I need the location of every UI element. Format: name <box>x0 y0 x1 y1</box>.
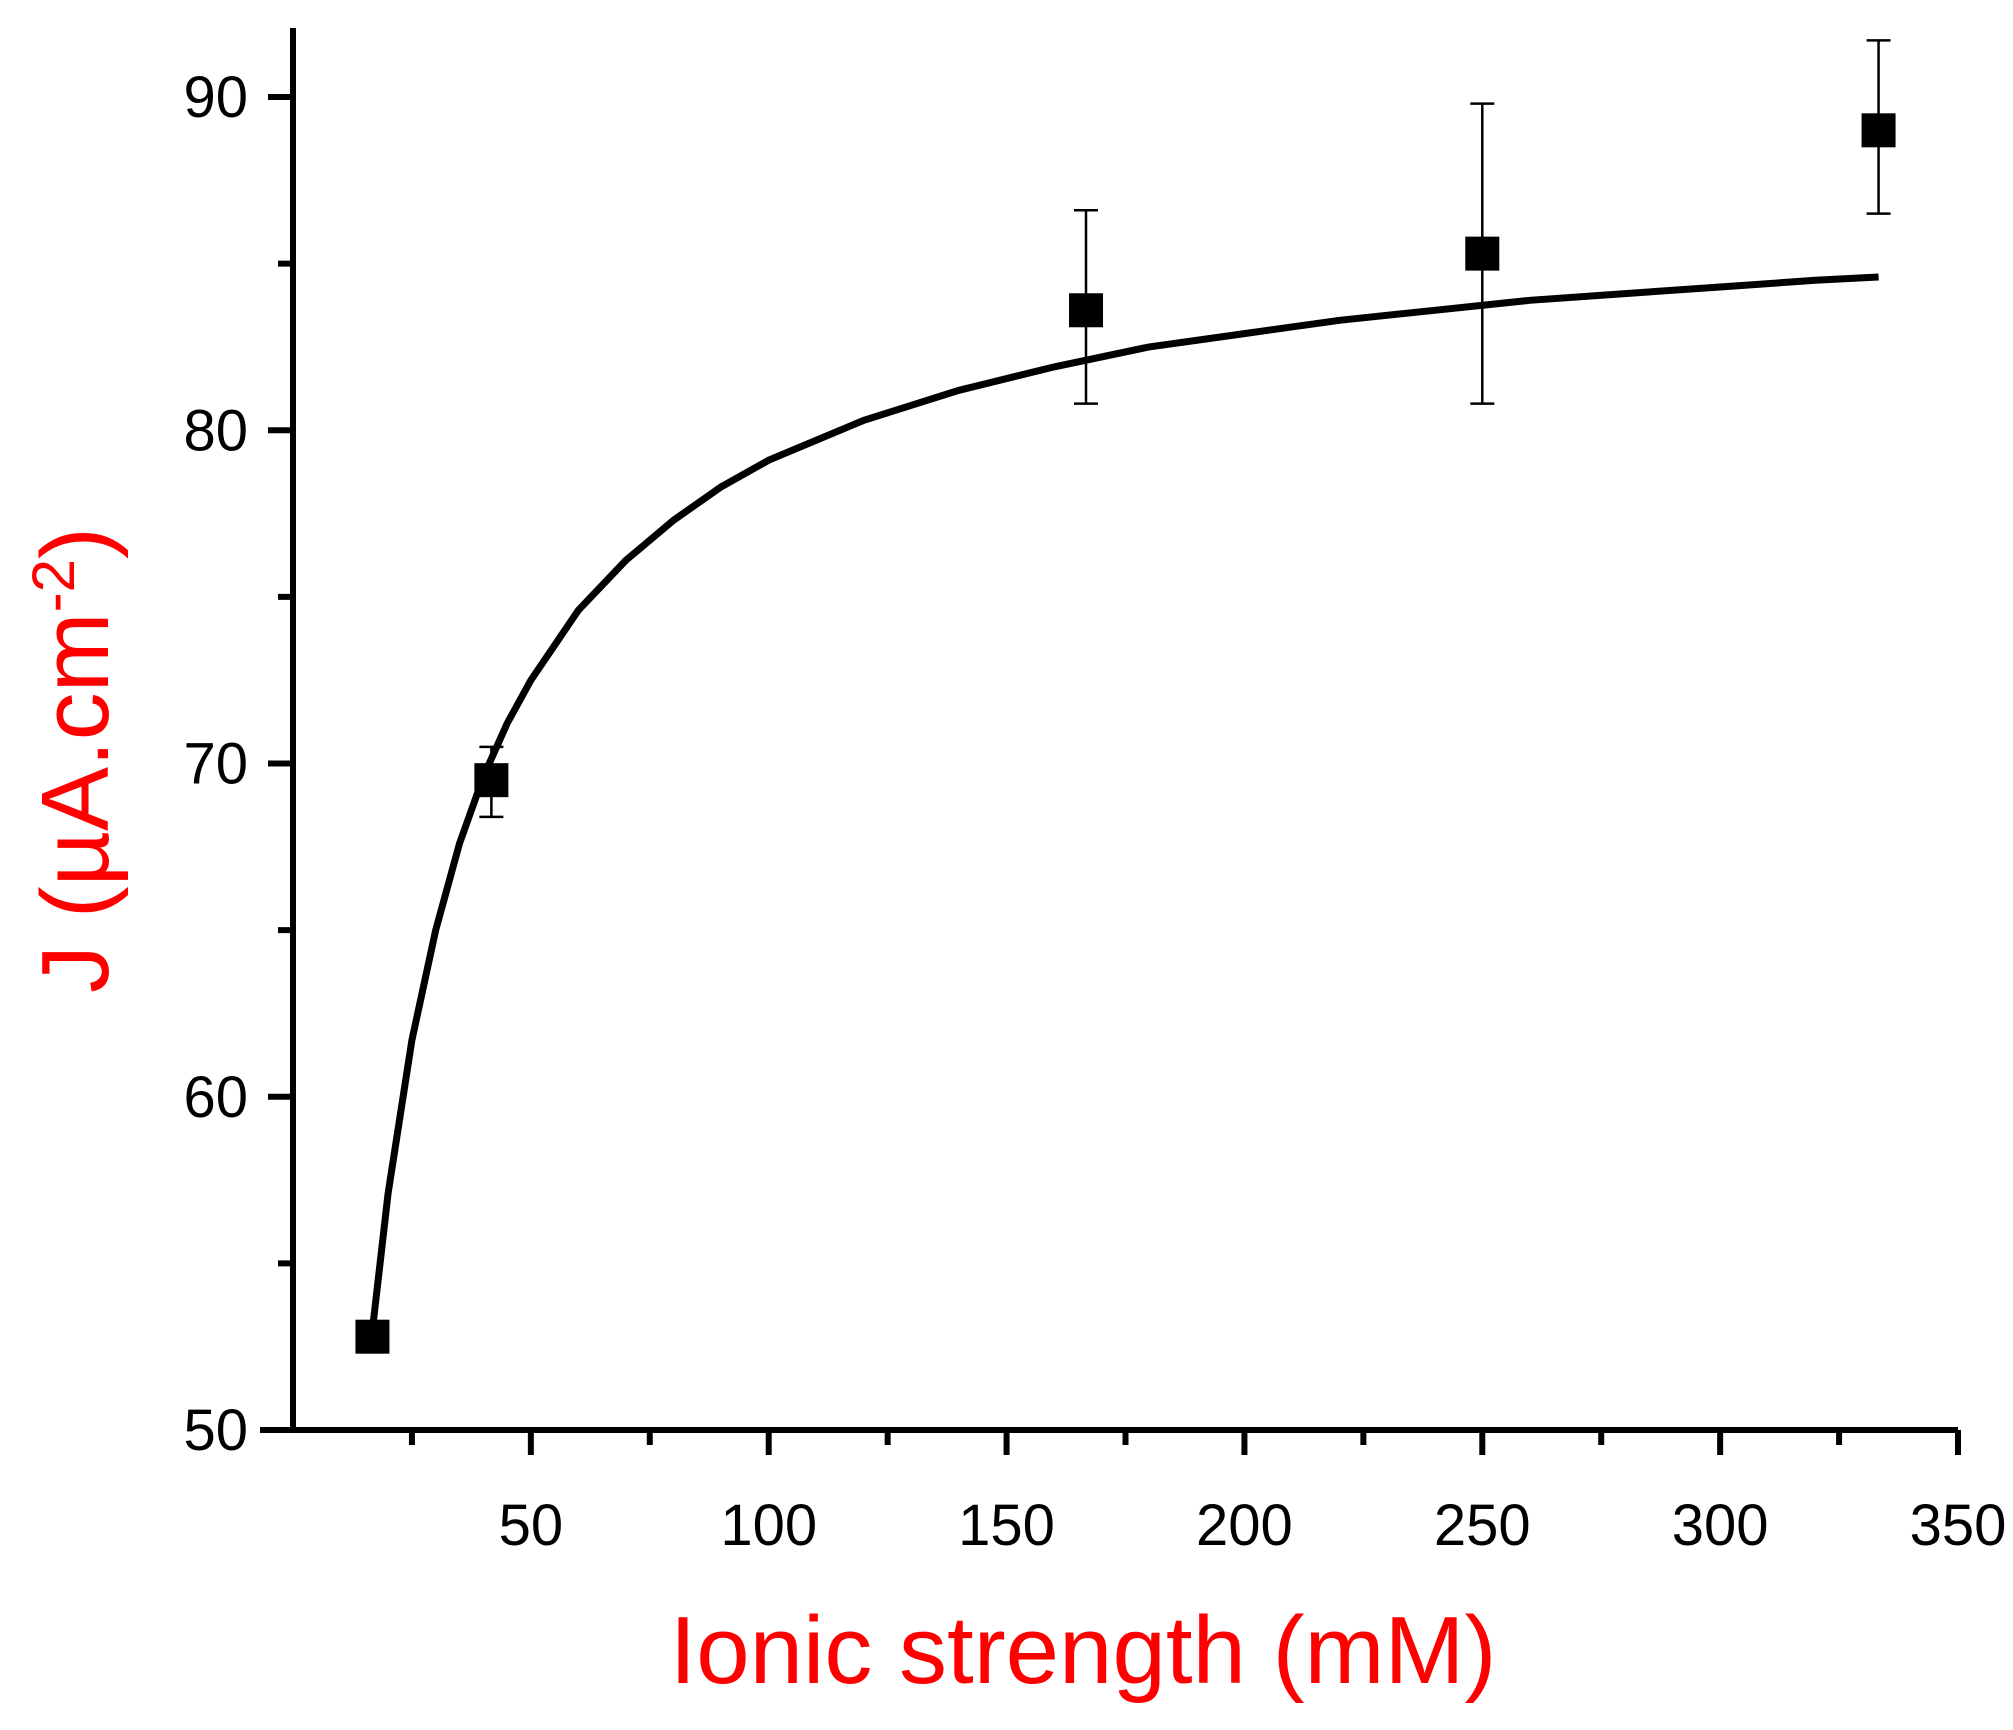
data-point <box>1465 236 1500 271</box>
data-point <box>1069 293 1104 328</box>
x-tick-label: 350 <box>1910 1493 2007 1558</box>
y-axis-title-main: J (µA.cm <box>22 612 129 993</box>
data-point <box>355 1319 390 1354</box>
x-axis: 50 100 150 200 250 300 350 <box>260 1427 2007 1558</box>
markers <box>355 113 1896 1354</box>
x-axis-title: Ionic strength (mM) <box>670 1597 1497 1704</box>
x-tick-label: 50 <box>499 1493 564 1558</box>
x-tick-label: 200 <box>1196 1493 1293 1558</box>
x-tick-label: 100 <box>720 1493 817 1558</box>
fit-curve-group <box>368 273 1879 1331</box>
y-tick-label: 60 <box>183 1065 248 1130</box>
y-axis: 50 60 70 80 90 <box>183 28 296 1463</box>
fit-curve <box>368 273 1879 1331</box>
y-tick-label: 90 <box>183 65 248 130</box>
y-axis-title-close: ) <box>22 527 129 559</box>
data-point <box>1861 113 1896 148</box>
y-axis-title: J (µA.cm-2) <box>20 527 129 993</box>
x-tick-label: 300 <box>1672 1493 1769 1558</box>
y-tick-label: 70 <box>183 732 248 797</box>
x-tick-label: 150 <box>958 1493 1055 1558</box>
y-axis-title-superscript: -2 <box>20 559 87 612</box>
data-point <box>474 763 509 798</box>
error-bars <box>360 39 1891 1345</box>
x-tick-label: 250 <box>1434 1493 1531 1558</box>
y-tick-label: 50 <box>183 1398 248 1463</box>
y-tick-label: 80 <box>183 398 248 463</box>
